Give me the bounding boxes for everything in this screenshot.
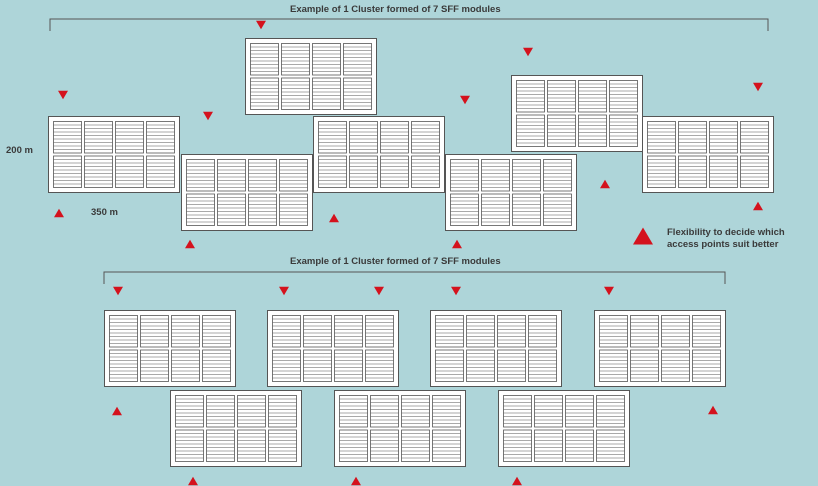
access-point-up-3	[329, 213, 339, 223]
access-point-up-8	[188, 476, 198, 486]
sff-module-top-5	[445, 154, 577, 231]
sff-module-bottom-6	[334, 390, 466, 467]
sff-module-bottom-4	[594, 310, 726, 387]
sff-module-bottom-2	[267, 310, 399, 387]
access-point-up-1	[54, 208, 64, 218]
access-point-up-11	[708, 405, 718, 415]
access-point-up-10	[512, 476, 522, 486]
access-point-up-4	[452, 239, 462, 249]
sff-module-top-1	[245, 38, 377, 115]
access-point-down-6	[753, 82, 763, 92]
bottom-cluster-bracket	[103, 271, 726, 284]
sff-module-top-4	[313, 116, 445, 193]
access-point-down-3	[203, 111, 213, 121]
top-cluster-bracket	[49, 18, 769, 31]
sff-module-bottom-1	[104, 310, 236, 387]
access-point-up-6	[753, 201, 763, 211]
height-dimension-label: 200 m	[6, 145, 33, 156]
access-point-up-9	[351, 476, 361, 486]
sff-module-top-7	[642, 116, 774, 193]
access-point-down-9	[374, 286, 384, 296]
sff-module-bottom-3	[430, 310, 562, 387]
access-point-down-7	[113, 286, 123, 296]
sff-module-top-3	[181, 154, 313, 231]
access-point-up-5	[600, 179, 610, 189]
access-point-up-7	[112, 406, 122, 416]
sff-module-top-6	[511, 75, 643, 152]
access-point-down-4	[460, 95, 470, 105]
access-point-down-5	[523, 47, 533, 57]
legend-line-2: access points suit better	[667, 239, 779, 250]
red-triangle-icon	[633, 227, 653, 245]
access-point-down-2	[58, 90, 68, 100]
access-point-down-1	[256, 20, 266, 30]
access-point-up-2	[185, 239, 195, 249]
width-dimension-label: 350 m	[91, 207, 118, 218]
sff-module-top-2	[48, 116, 180, 193]
bottom-cluster-title: Example of 1 Cluster formed of 7 SFF mod…	[290, 256, 501, 267]
access-point-down-11	[604, 286, 614, 296]
sff-module-bottom-5	[170, 390, 302, 467]
access-point-down-10	[451, 286, 461, 296]
legend-line-1: Flexibility to decide which	[667, 227, 785, 238]
access-point-down-8	[279, 286, 289, 296]
sff-module-bottom-7	[498, 390, 630, 467]
top-cluster-title: Example of 1 Cluster formed of 7 SFF mod…	[290, 4, 501, 15]
